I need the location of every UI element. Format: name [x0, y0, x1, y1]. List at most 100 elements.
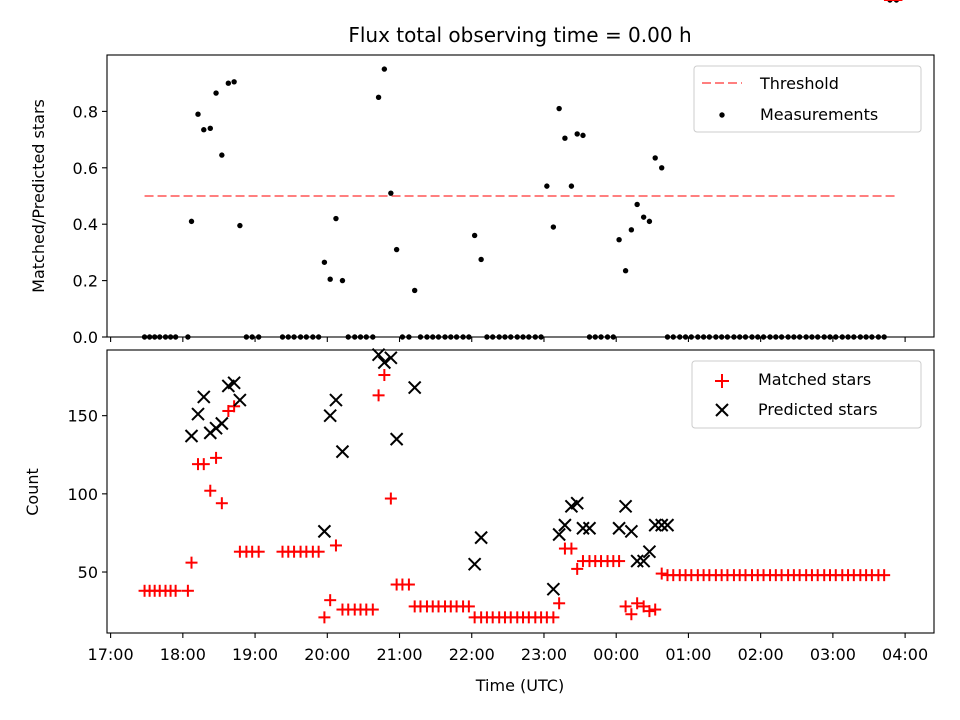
- matched-star-marker: [169, 584, 182, 597]
- matched-star-marker: [318, 611, 331, 624]
- measurement-point: [659, 165, 665, 171]
- predicted-star-marker: [660, 518, 675, 532]
- bottom-panel: 50 100 150 17:00 18:00 19:00 20:00 21:00 22:00 2…: [23, 0, 935, 695]
- x-tick-label: 20:00: [304, 645, 350, 664]
- predicted-star-marker: [377, 355, 392, 370]
- predicted-star-marker: [335, 444, 350, 459]
- predicted-star-marker: [624, 524, 639, 539]
- measurement-point: [231, 79, 237, 85]
- bottom-y-tick-label: 50: [78, 563, 98, 582]
- measurement-point: [213, 90, 219, 96]
- measurement-point: [393, 246, 400, 253]
- matched-star-marker: [210, 451, 223, 464]
- measurement-point: [411, 287, 418, 294]
- predicted-star-marker: [612, 521, 626, 535]
- x-tick-label: 00:00: [593, 645, 639, 664]
- top-plot-frame: [106, 54, 935, 338]
- x-tick-label: 21:00: [376, 645, 422, 664]
- top-legend: Threshold Measurements: [693, 65, 922, 133]
- measurement-point: [201, 127, 207, 133]
- legend-threshold-label: Threshold: [759, 74, 839, 93]
- x-tick-label: 22:00: [449, 645, 495, 664]
- predicted-star-marker: [648, 518, 662, 532]
- legend-predicted-label: Predicted stars: [758, 400, 878, 419]
- measurement-point: [327, 276, 333, 282]
- measurement-point: [321, 259, 328, 265]
- matched-star-marker: [366, 603, 379, 616]
- matched-star-marker: [631, 597, 644, 610]
- measurement-point: [388, 190, 394, 196]
- predicted-star-marker: [329, 393, 343, 407]
- measurement-point: [652, 155, 658, 161]
- predicted-star-marker: [582, 521, 597, 535]
- matched-star-marker: [462, 600, 475, 613]
- measurement-point: [339, 277, 346, 284]
- x-tick-label: 04:00: [882, 645, 928, 664]
- predicted-star-marker: [191, 407, 205, 421]
- x-tick-label: 01:00: [665, 645, 711, 664]
- matched-star-marker: [329, 539, 342, 552]
- predicted-star-marker: [233, 393, 247, 407]
- top-x-ticks: [110, 337, 906, 342]
- matched-star-marker: [655, 567, 668, 580]
- measurement-point: [562, 135, 568, 141]
- matched-star-marker: [384, 492, 397, 505]
- legend-measurements-swatch: [719, 112, 725, 118]
- matched-star-marker: [215, 497, 228, 510]
- predicted-star-marker: [618, 499, 633, 514]
- predicted-star-marker: [636, 554, 651, 568]
- predicted-star-marker: [184, 429, 199, 443]
- measurement-point: [646, 218, 653, 225]
- measurement-point: [574, 131, 580, 137]
- x-tick-label: 23:00: [521, 645, 567, 664]
- measurement-point: [333, 215, 339, 222]
- matched-star-marker: [372, 389, 385, 402]
- top-panel: 0.00.20.40.60.8 Matched/Predicted stars …: [29, 0, 935, 347]
- matched-star-marker: [619, 600, 632, 613]
- matched-star-marker: [204, 484, 217, 497]
- predicted-star-marker: [654, 518, 669, 532]
- measurement-point: [188, 218, 195, 225]
- matched-star-marker: [878, 569, 891, 582]
- measurement-point: [550, 224, 557, 230]
- measurement-point: [622, 268, 629, 274]
- predicted-star-marker: [467, 557, 482, 571]
- matched-star-marker: [197, 458, 210, 471]
- top-y-label: Matched/Predicted stars: [29, 99, 48, 293]
- matched-star-marker: [228, 400, 241, 413]
- bottom-y-label: Count: [23, 468, 42, 516]
- top-y-tick-label: 0.6: [73, 159, 98, 178]
- measurement-point: [381, 66, 388, 72]
- matched-star-marker: [181, 584, 194, 597]
- predicted-star-marker: [384, 351, 398, 365]
- predicted-star-marker: [197, 390, 211, 404]
- matched-star-marker: [252, 545, 265, 558]
- measurement-point: [225, 80, 232, 86]
- matched-star-marker: [553, 597, 566, 610]
- bottom-y-tick-label: 150: [67, 407, 98, 426]
- matched-star-marker: [571, 562, 584, 575]
- measurement-point: [195, 111, 201, 117]
- predicted-star-marker: [317, 524, 332, 539]
- predicted-star-marker: [227, 376, 241, 390]
- top-y-tick-label: 0.8: [73, 102, 98, 121]
- top-y-ticks: 0.0 0.2 0.4 0.6 0.8: [73, 102, 107, 347]
- legend-matched-swatch: [715, 374, 729, 388]
- bottom-legend: Matched stars Predicted stars: [691, 360, 922, 429]
- measurement-point: [568, 183, 575, 189]
- matched-star-marker: [643, 605, 656, 618]
- matched-star-marker: [565, 542, 578, 555]
- measurement-point: [556, 105, 562, 112]
- bottom-legend-box: [691, 360, 922, 429]
- measurement-point: [375, 94, 382, 101]
- x-tick-label: 17:00: [88, 645, 134, 664]
- legend-predicted-swatch: [715, 403, 729, 417]
- measurement-point: [544, 183, 550, 189]
- measurement-point: [237, 222, 243, 229]
- bottom-x-ticks: 17:00 18:00 19:00 20:00 21:00 22:00 23:00 00:00…: [88, 633, 928, 664]
- top-y-tick-label: 0.4: [73, 215, 98, 234]
- measurement-point: [471, 232, 478, 239]
- bottom-y-ticks: 50 100 150: [67, 407, 107, 582]
- measurement-point: [640, 214, 647, 220]
